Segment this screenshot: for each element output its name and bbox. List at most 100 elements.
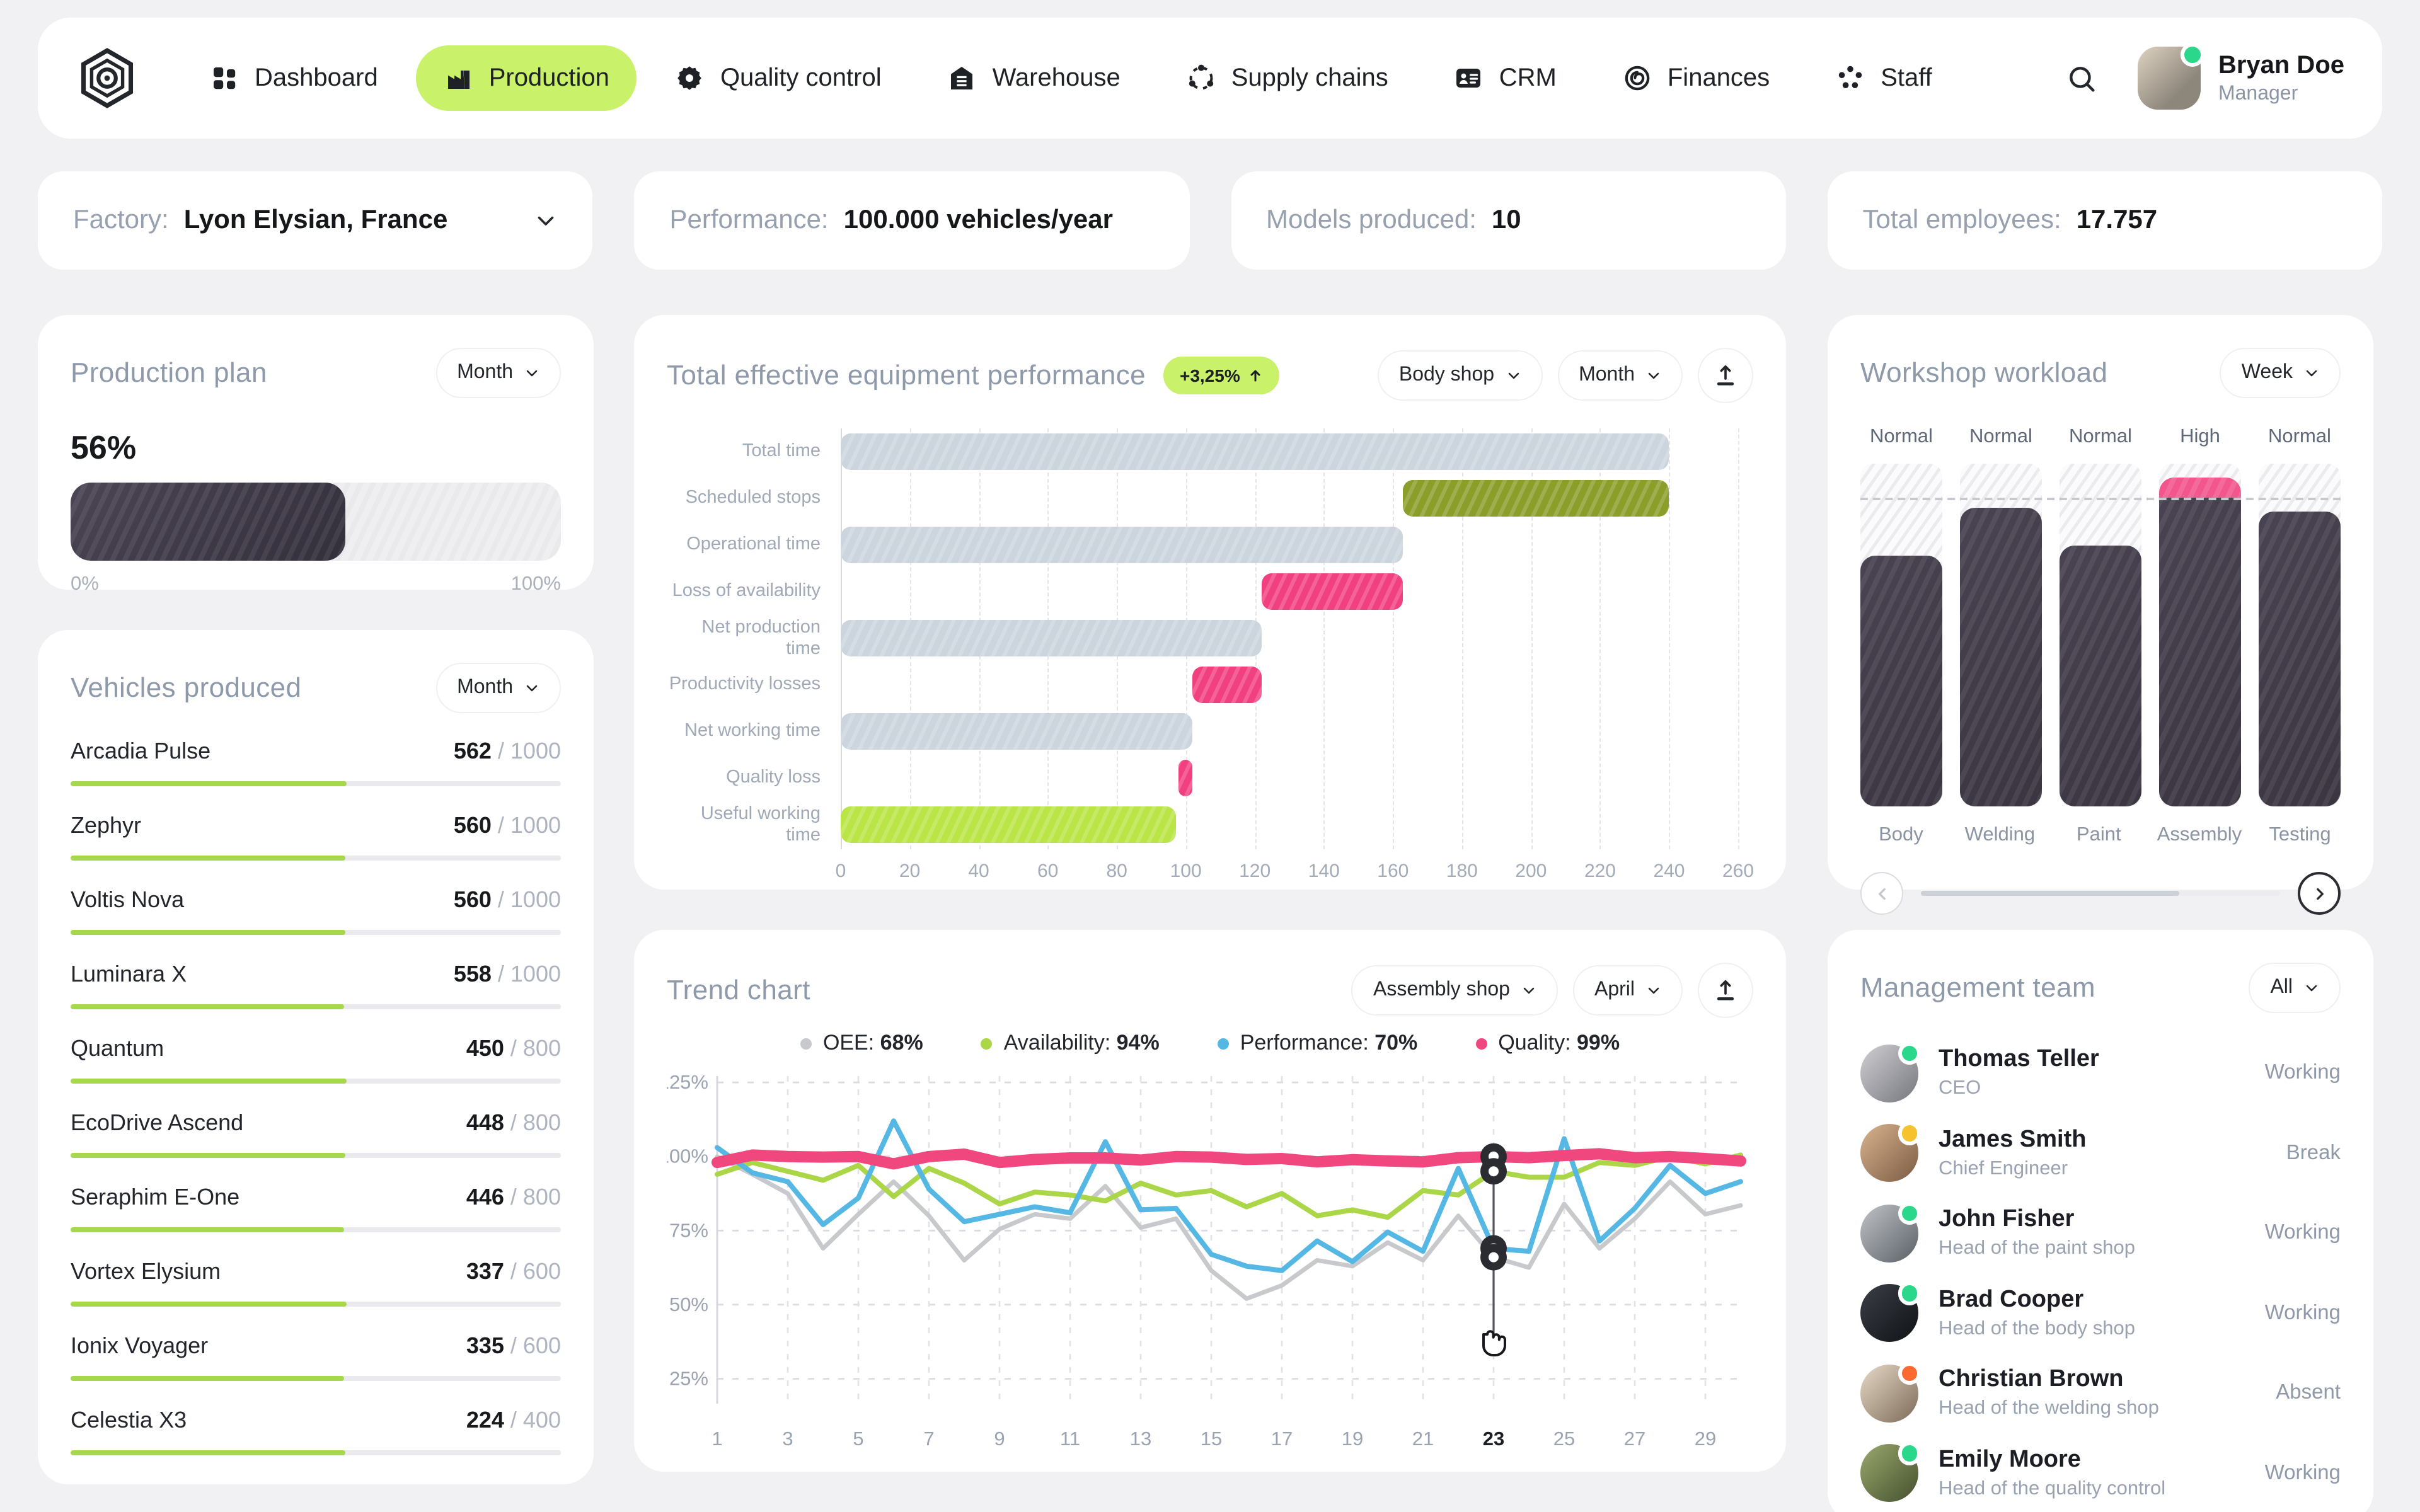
scale-min: 0% [71,573,99,595]
info-value: 100.000 vehicles/year [843,205,1113,234]
trend-shop-dropdown[interactable]: Assembly shop [1351,965,1558,1016]
legend-item-performance[interactable]: Performance: 70% [1217,1031,1417,1056]
teep-row: Net working time [667,708,1753,755]
svg-text:50%: 50% [669,1293,708,1315]
teep-row-track [841,433,1738,470]
svg-text:3: 3 [782,1428,793,1450]
workload-bar-assembly[interactable] [2159,478,2241,806]
nav-item-label: Finances [1667,64,1770,91]
teep-export-button[interactable] [1698,348,1753,403]
member-status-dot [1898,1041,1921,1065]
legend-item-oee[interactable]: OEE: 68% [800,1031,923,1056]
vehicle-progressbar [71,1153,561,1157]
teep-row-track [841,667,1738,703]
vehicle-name: Celestia X3 [71,1407,187,1433]
workload-period-dropdown[interactable]: Week [2220,348,2341,398]
teep-trend-badge: +3,25% [1163,357,1279,394]
nav-item-label: Supply chains [1231,64,1388,91]
scroll-left-button[interactable] [1860,872,1903,915]
svg-text:25%: 25% [669,1367,708,1389]
nav-item-warehouse[interactable]: Warehouse [919,45,1148,111]
team-list: Thomas Teller CEO Working James Smith Ch… [1860,1033,2341,1512]
dashboard-icon [209,63,239,93]
chevron-left-icon [1878,887,1885,900]
teep-bar[interactable] [1403,480,1669,517]
nav-item-staff[interactable]: Staff [1807,45,1960,111]
chevron-right-icon [2316,887,2323,900]
team-member-row[interactable]: Brad Cooper Head of the body shop Workin… [1860,1273,2341,1353]
teep-bar[interactable] [1178,760,1193,796]
info-card-factory[interactable]: Factory: Lyon Elysian, France [38,171,593,270]
axis-tick-label: 160 [1377,861,1409,882]
nav-item-supply-chains[interactable]: Supply chains [1158,45,1416,111]
teep-bar[interactable] [1192,667,1262,703]
vehicle-row: Zephyr 560 / 1000 [71,813,561,860]
trend-chart-svg[interactable]: 125%100%75%50%25%13579111315171921232527… [659,1063,1753,1457]
info-card-total-employees: Total employees: 17.757 [1827,171,2382,270]
team-member-row[interactable]: James Smith Chief Engineer Break [1860,1113,2341,1193]
nav-item-production[interactable]: Production [415,45,637,111]
vehicle-name: Vortex Elysium [71,1259,221,1284]
chevron-down-icon [526,370,538,377]
nav-item-finances[interactable]: Finances [1594,45,1797,111]
nav-item-quality-control[interactable]: Quality control [647,45,909,111]
scroll-track[interactable] [1921,891,2280,896]
info-card-performance: Performance: 100.000 vehicles/year [634,171,1189,270]
crm-card-icon [1454,63,1484,93]
team-member-row[interactable]: Thomas Teller CEO Working [1860,1033,2341,1113]
member-role: Chief Engineer [1939,1157,2068,1179]
management-team-card: Management team All Thomas Teller CEO Wo… [1828,930,2373,1512]
workload-bar-body[interactable] [1860,556,1942,806]
arrow-up-icon [1250,370,1260,382]
vehicle-count: 337 / 600 [466,1259,561,1284]
teep-bar[interactable] [841,806,1176,843]
vehicle-progressbar [71,1450,561,1455]
chevron-down-icon [1648,987,1659,994]
member-role: Head of the quality control [1939,1477,2166,1499]
scroll-thumb[interactable] [1921,891,2180,896]
teep-bar[interactable] [1262,573,1403,610]
workload-bar-paint[interactable] [2060,546,2141,806]
trend-export-button[interactable] [1698,963,1753,1018]
legend-item-quality[interactable]: Quality: 99% [1475,1031,1620,1056]
info-value: 17.757 [2076,205,2158,234]
workload-column [1960,464,2042,806]
legend-item-availability[interactable]: Availability: 94% [981,1031,1160,1056]
teep-bar[interactable] [841,433,1669,470]
teep-row-label: Useful working time [700,803,821,845]
workload-bar-testing[interactable] [2259,512,2341,806]
member-avatar [1860,1201,1921,1263]
team-member-row[interactable]: Emily Moore Head of the quality control … [1860,1433,2341,1512]
teep-shop-dropdown[interactable]: Body shop [1377,350,1543,401]
workload-category-label: Body [1879,824,1923,845]
user-menu[interactable]: Bryan Doe Manager [2137,43,2344,110]
production-plan-period-dropdown[interactable]: Month [435,348,561,398]
nav-item-crm[interactable]: CRM [1426,45,1584,111]
export-icon [1717,365,1734,386]
teep-bar[interactable] [841,713,1193,750]
chevron-down-icon [1507,372,1519,379]
team-filter-dropdown[interactable]: All [2249,963,2341,1013]
trend-title: Trend chart [667,974,810,1005]
vehicle-progressbar [71,1079,561,1083]
workload-bar-welding[interactable] [1960,508,2042,806]
svg-text:29: 29 [1695,1428,1716,1450]
team-member-row[interactable]: Christian Brown Head of the welding shop… [1860,1353,2341,1433]
vehicle-progressbar [71,781,561,786]
teep-period-dropdown[interactable]: Month [1557,350,1683,401]
member-role: Head of the welding shop [1939,1397,2159,1419]
search-button[interactable] [2061,57,2102,99]
team-member-row[interactable]: John Fisher Head of the paint shop Worki… [1860,1193,2341,1273]
axis-tick-label: 0 [835,861,846,882]
top-nav: Dashboard Production Quality control Wareho… [38,18,2382,139]
vehicles-period-dropdown[interactable]: Month [435,663,561,713]
scroll-right-button[interactable] [2298,872,2341,915]
svg-text:19: 19 [1342,1428,1363,1450]
teep-bar[interactable] [841,620,1262,656]
trend-period-dropdown[interactable]: April [1572,965,1683,1016]
teep-bar[interactable] [841,527,1403,563]
nav-item-dashboard[interactable]: Dashboard [182,45,406,111]
warehouse-icon [947,63,977,93]
vehicle-progress-fill [71,781,347,786]
vehicle-count: 448 / 800 [466,1110,561,1135]
